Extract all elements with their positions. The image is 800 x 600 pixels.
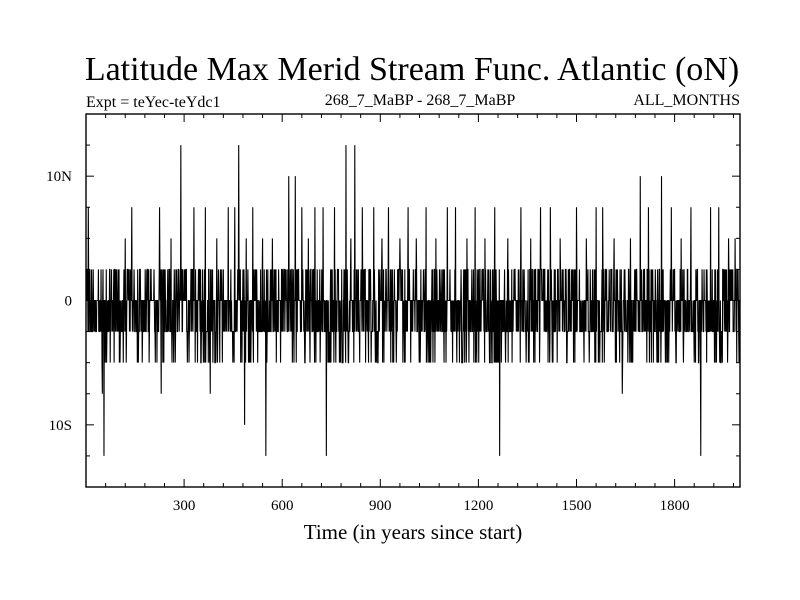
x-tick-label: 1200 <box>463 498 493 514</box>
chart-title: Latitude Max Merid Stream Func. Atlantic… <box>85 51 739 88</box>
x-tick-label: 1800 <box>660 498 690 514</box>
x-tick-label: 300 <box>173 498 196 514</box>
axis-ticks: 300 600 900 1200 1500 1800 10N 0 10S <box>46 113 740 514</box>
y-tick-label: 10N <box>46 169 72 185</box>
season-label: ALL_MONTHS <box>633 92 740 109</box>
series-line <box>85 145 741 456</box>
experiment-label: Expt = teYec-teYdc1 <box>86 94 220 111</box>
period-label: 268_7_MaBP - 268_7_MaBP <box>325 92 516 109</box>
plot-frame <box>85 113 741 488</box>
data-series <box>85 145 741 456</box>
y-tick-label: 0 <box>65 294 73 310</box>
x-tick-label: 900 <box>369 498 392 514</box>
x-tick-label: 1500 <box>562 498 592 514</box>
y-tick-label: 10S <box>49 418 72 434</box>
x-axis-label: Time (in years since start) <box>304 520 523 544</box>
x-tick-label: 600 <box>271 498 294 514</box>
